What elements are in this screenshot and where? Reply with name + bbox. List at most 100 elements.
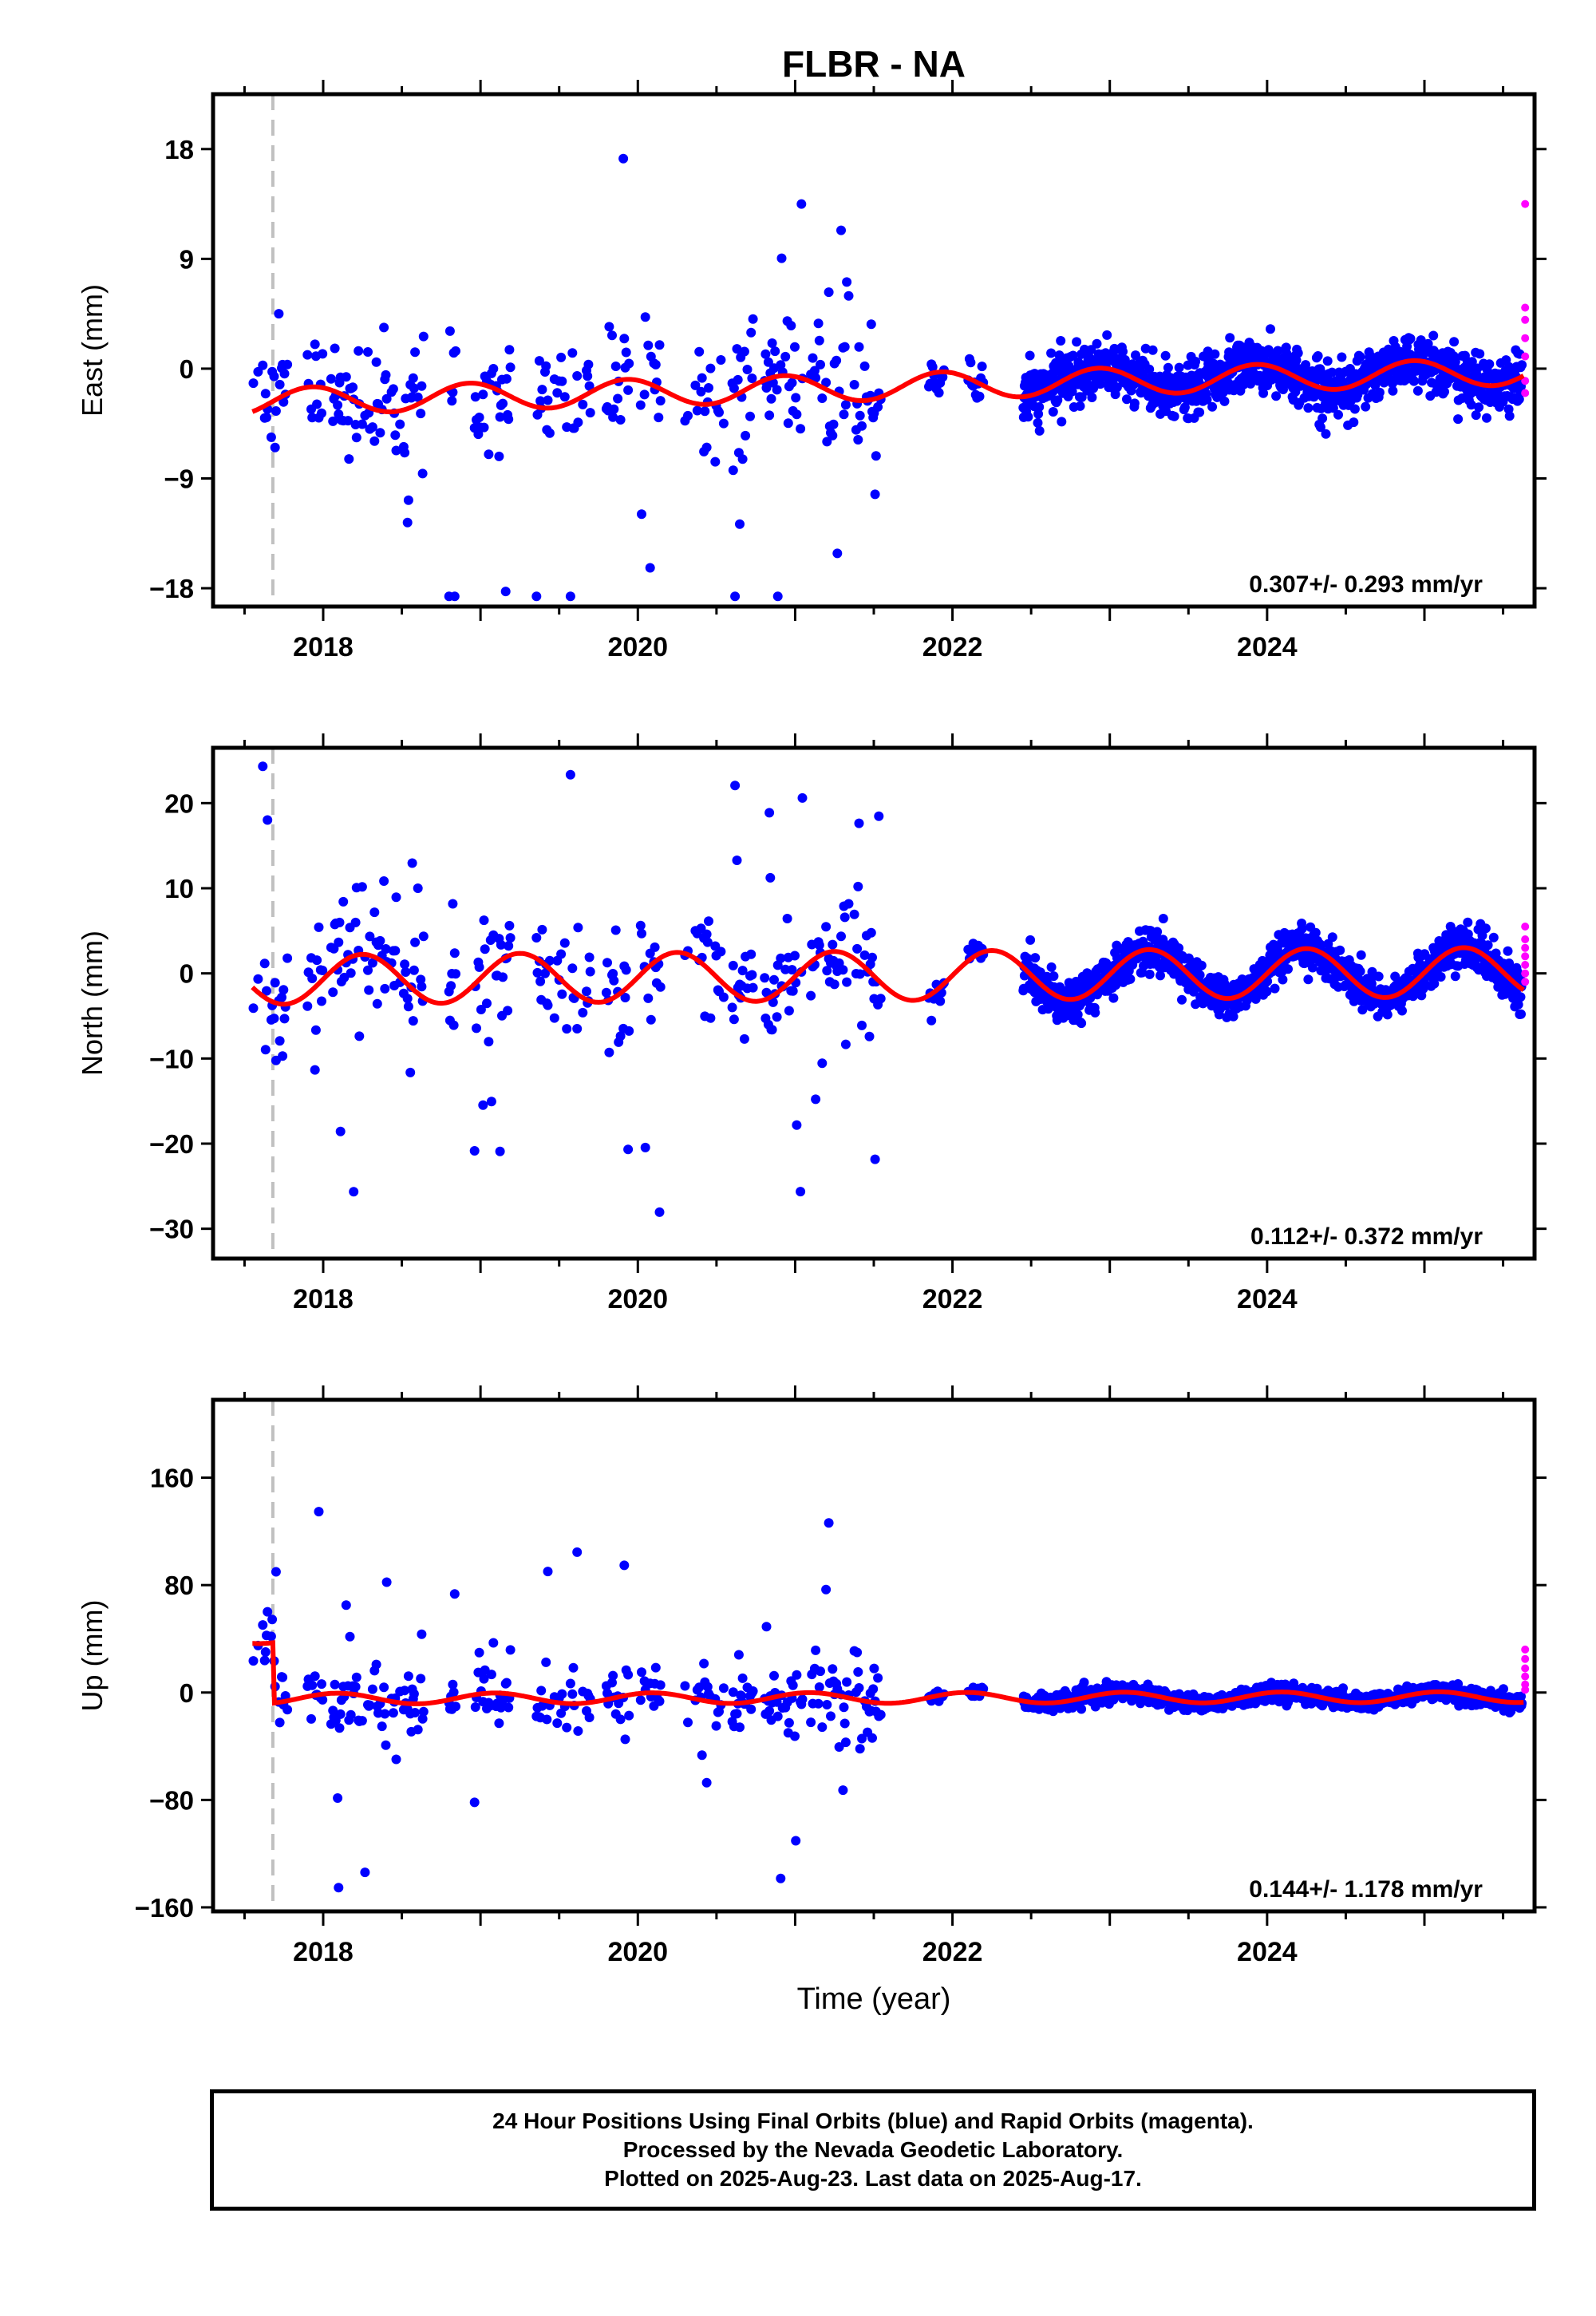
- final-orbit-point: [344, 454, 354, 464]
- final-orbit-point: [1079, 1678, 1089, 1688]
- final-orbit-point: [702, 937, 713, 947]
- final-orbit-point: [369, 907, 380, 918]
- final-orbit-point: [1049, 971, 1059, 982]
- final-orbit-point: [608, 412, 618, 422]
- final-orbit-point: [531, 933, 542, 943]
- final-orbit-point: [343, 416, 354, 426]
- final-orbit-point: [253, 974, 263, 984]
- final-orbit-point: [742, 365, 753, 374]
- final-orbit-point: [416, 1674, 426, 1684]
- final-orbit-point: [279, 1014, 290, 1024]
- final-orbit-point: [839, 1702, 849, 1713]
- final-orbit-point: [1436, 972, 1446, 982]
- final-orbit-point: [269, 1014, 279, 1024]
- rapid-orbit-point: [1521, 935, 1530, 943]
- rapid-orbit-point: [1521, 1654, 1530, 1663]
- final-orbit-point: [1373, 971, 1384, 982]
- x-tick-label: 2024: [1237, 1937, 1298, 1967]
- final-orbit-point: [811, 1094, 821, 1105]
- final-orbit-point: [745, 411, 755, 421]
- final-orbit-point: [260, 389, 271, 399]
- final-orbit-point: [732, 344, 742, 354]
- final-orbit-point: [683, 410, 693, 421]
- final-orbit-point: [852, 1647, 863, 1658]
- rapid-orbit-point: [1521, 1686, 1530, 1694]
- final-orbit-point: [388, 384, 398, 394]
- final-orbit-point: [484, 449, 494, 460]
- final-orbit-point: [565, 1678, 575, 1689]
- final-orbit-point: [444, 326, 455, 336]
- final-orbit-point: [541, 361, 551, 371]
- final-orbit-point: [866, 319, 876, 330]
- final-orbit-point: [270, 978, 280, 988]
- final-orbit-point: [737, 1691, 747, 1701]
- final-orbit-point: [1046, 348, 1057, 358]
- final-orbit-point: [1033, 409, 1044, 419]
- final-orbit-point: [537, 385, 547, 395]
- model-fit-line: [251, 358, 1525, 415]
- rapid-orbit-point: [1521, 389, 1530, 397]
- footer-line-2: Processed by the Nevada Geodetic Laborat…: [622, 2137, 1124, 2162]
- final-orbit-point: [763, 357, 773, 367]
- final-orbit-point: [784, 1717, 794, 1728]
- final-orbit-point: [1297, 923, 1307, 934]
- y-tick-label: 9: [180, 244, 194, 274]
- final-orbit-point: [1056, 336, 1066, 346]
- final-orbit-point: [409, 383, 419, 393]
- x-tick-label: 2022: [922, 1284, 983, 1314]
- final-orbit-point: [716, 947, 726, 957]
- final-orbit-point: [624, 358, 634, 369]
- final-orbit-point: [1030, 953, 1041, 963]
- final-orbit-point: [417, 982, 427, 992]
- final-orbit-point: [494, 451, 504, 461]
- panel-up: −160 −80 0 80 160 2018 2020 2022 2024 Up (mm) 0.14…: [76, 1385, 1547, 1967]
- x-tick-label: 2022: [922, 632, 983, 662]
- final-orbit-point: [1210, 349, 1220, 359]
- final-orbit-point: [349, 1187, 359, 1197]
- final-orbit-point: [557, 1689, 567, 1699]
- final-orbit-point: [1504, 958, 1515, 968]
- rapid-orbit-point: [1521, 1645, 1530, 1654]
- final-orbit-point: [271, 406, 281, 416]
- final-orbit-point: [357, 1716, 367, 1726]
- final-orbit-point: [302, 350, 313, 360]
- final-orbit-point: [655, 396, 666, 406]
- final-orbit-point: [829, 979, 839, 990]
- final-orbit-point: [788, 1680, 798, 1690]
- final-orbit-point: [1356, 950, 1366, 960]
- final-orbit-point: [346, 968, 356, 978]
- final-orbit-point: [1466, 400, 1476, 410]
- final-orbit-point: [449, 948, 460, 958]
- final-orbit-point: [328, 987, 338, 998]
- rapid-orbit-points: [1521, 1645, 1530, 1694]
- final-orbit-point: [816, 359, 825, 370]
- final-orbit-point: [768, 997, 778, 1007]
- final-orbit-point: [704, 383, 713, 393]
- final-orbit-point: [1514, 394, 1524, 405]
- final-orbit-point: [854, 342, 864, 352]
- final-orbit-point: [314, 922, 324, 932]
- final-orbit-point: [1338, 1683, 1348, 1694]
- final-orbit-point: [926, 1015, 937, 1026]
- final-orbit-point: [769, 974, 779, 985]
- final-orbit-point: [447, 396, 457, 406]
- final-orbit-point: [1202, 394, 1212, 405]
- final-orbit-point: [697, 1750, 707, 1761]
- final-orbit-point: [495, 1146, 505, 1156]
- final-orbit-point: [479, 915, 489, 926]
- y-tick-label: 20: [164, 788, 194, 818]
- final-orbit-point: [413, 1725, 423, 1735]
- model-fit-line: [252, 1640, 1524, 1706]
- final-orbit-point: [572, 1547, 583, 1557]
- final-orbit-point: [1228, 1011, 1238, 1022]
- x-tick-label: 2020: [607, 1284, 668, 1314]
- final-orbit-point: [934, 388, 944, 398]
- final-orbit-point: [531, 591, 542, 602]
- final-orbit-point: [390, 430, 401, 441]
- final-orbit-point: [416, 409, 426, 419]
- final-orbit-point: [333, 1793, 343, 1803]
- final-orbit-point: [504, 941, 514, 951]
- final-orbit-point: [488, 364, 499, 373]
- final-orbit-point: [1463, 917, 1473, 927]
- final-orbit-point: [1219, 396, 1230, 406]
